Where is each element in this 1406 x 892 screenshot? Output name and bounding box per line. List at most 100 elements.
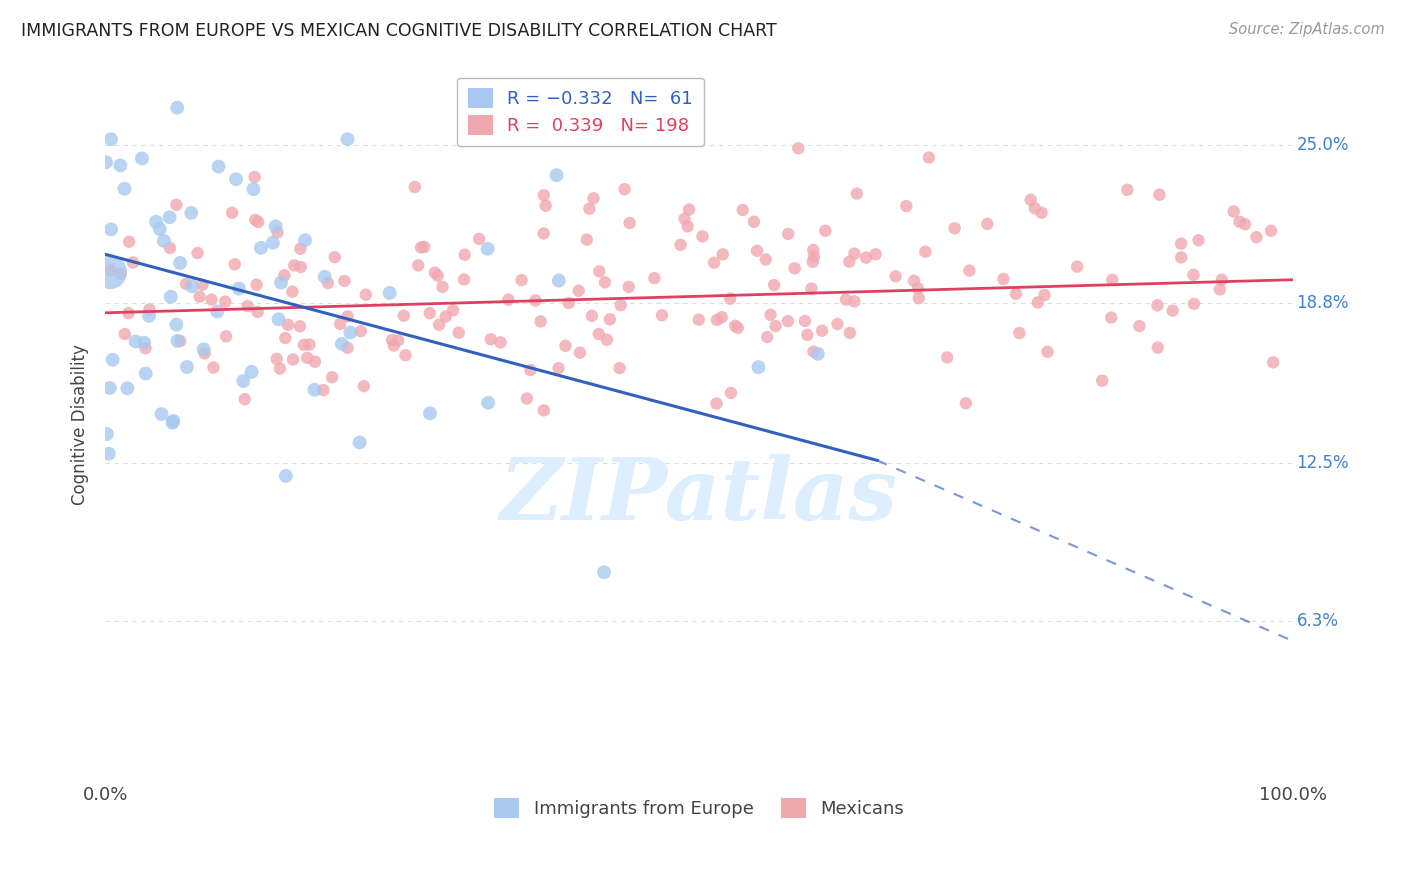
Point bbox=[110, 158, 132, 172]
Point bbox=[290, 242, 312, 256]
Point bbox=[776, 314, 799, 328]
Point bbox=[191, 277, 214, 292]
Point bbox=[117, 381, 139, 395]
Point bbox=[266, 351, 288, 366]
Point bbox=[162, 416, 184, 430]
Point bbox=[533, 188, 555, 202]
Point bbox=[796, 327, 818, 342]
Point bbox=[678, 202, 700, 217]
Point bbox=[554, 339, 576, 353]
Point bbox=[101, 352, 124, 367]
Point bbox=[643, 271, 665, 285]
Point bbox=[381, 333, 404, 347]
Point bbox=[281, 285, 304, 299]
Point bbox=[581, 309, 603, 323]
Point bbox=[613, 182, 636, 196]
Point bbox=[578, 202, 600, 216]
Point bbox=[479, 332, 502, 346]
Point bbox=[349, 435, 371, 450]
Point bbox=[1149, 187, 1171, 202]
Point bbox=[262, 235, 284, 250]
Point bbox=[159, 211, 181, 225]
Point bbox=[427, 318, 450, 332]
Point bbox=[382, 338, 405, 352]
Point bbox=[131, 152, 153, 166]
Text: IMMIGRANTS FROM EUROPE VS MEXICAN COGNITIVE DISABILITY CORRELATION CHART: IMMIGRANTS FROM EUROPE VS MEXICAN COGNIT… bbox=[21, 22, 778, 40]
Point bbox=[150, 407, 173, 421]
Point bbox=[510, 273, 533, 287]
Point bbox=[619, 216, 641, 230]
Point bbox=[304, 383, 326, 397]
Point bbox=[896, 199, 918, 213]
Point bbox=[763, 278, 786, 293]
Point bbox=[673, 211, 696, 226]
Point bbox=[392, 309, 415, 323]
Point bbox=[596, 333, 619, 347]
Point bbox=[1182, 268, 1205, 282]
Point bbox=[207, 160, 229, 174]
Point bbox=[943, 221, 966, 235]
Point bbox=[855, 251, 877, 265]
Point bbox=[1036, 344, 1059, 359]
Point bbox=[409, 240, 432, 254]
Point bbox=[558, 296, 581, 310]
Point bbox=[202, 360, 225, 375]
Point bbox=[588, 264, 610, 278]
Point bbox=[378, 285, 401, 300]
Point bbox=[588, 327, 610, 342]
Point bbox=[283, 259, 305, 273]
Point bbox=[711, 247, 734, 261]
Text: 18.8%: 18.8% bbox=[1296, 293, 1348, 311]
Point bbox=[98, 265, 121, 279]
Point bbox=[609, 298, 631, 312]
Point bbox=[200, 293, 222, 307]
Point bbox=[166, 101, 188, 115]
Point bbox=[350, 324, 373, 338]
Point bbox=[936, 351, 959, 365]
Point bbox=[546, 168, 568, 182]
Point bbox=[264, 219, 287, 234]
Point bbox=[250, 241, 273, 255]
Point bbox=[814, 224, 837, 238]
Point bbox=[193, 343, 215, 357]
Text: 6.3%: 6.3% bbox=[1296, 612, 1339, 630]
Point bbox=[524, 293, 547, 308]
Point bbox=[314, 269, 336, 284]
Point bbox=[1263, 355, 1285, 369]
Point bbox=[413, 240, 436, 254]
Text: Source: ZipAtlas.com: Source: ZipAtlas.com bbox=[1229, 22, 1385, 37]
Point bbox=[477, 396, 499, 410]
Point bbox=[827, 317, 849, 331]
Point bbox=[312, 383, 335, 397]
Point bbox=[519, 363, 541, 377]
Point bbox=[117, 306, 139, 320]
Point bbox=[215, 329, 238, 343]
Point bbox=[181, 279, 204, 293]
Point bbox=[162, 414, 184, 428]
Point bbox=[336, 310, 359, 324]
Point bbox=[1161, 303, 1184, 318]
Point bbox=[135, 341, 157, 355]
Point bbox=[742, 215, 765, 229]
Point bbox=[1026, 295, 1049, 310]
Point bbox=[1091, 374, 1114, 388]
Point bbox=[1019, 193, 1042, 207]
Point bbox=[159, 241, 181, 255]
Point bbox=[778, 227, 800, 241]
Point bbox=[441, 303, 464, 318]
Point bbox=[187, 246, 209, 260]
Text: 25.0%: 25.0% bbox=[1296, 136, 1348, 153]
Point bbox=[593, 565, 616, 579]
Point bbox=[336, 341, 359, 355]
Point bbox=[844, 246, 866, 260]
Point bbox=[277, 318, 299, 332]
Point bbox=[169, 256, 191, 270]
Point bbox=[533, 403, 555, 417]
Point bbox=[122, 255, 145, 269]
Point bbox=[793, 314, 815, 328]
Point bbox=[207, 304, 229, 318]
Point bbox=[756, 330, 779, 344]
Point bbox=[269, 361, 291, 376]
Point bbox=[1128, 319, 1150, 334]
Point bbox=[533, 227, 555, 241]
